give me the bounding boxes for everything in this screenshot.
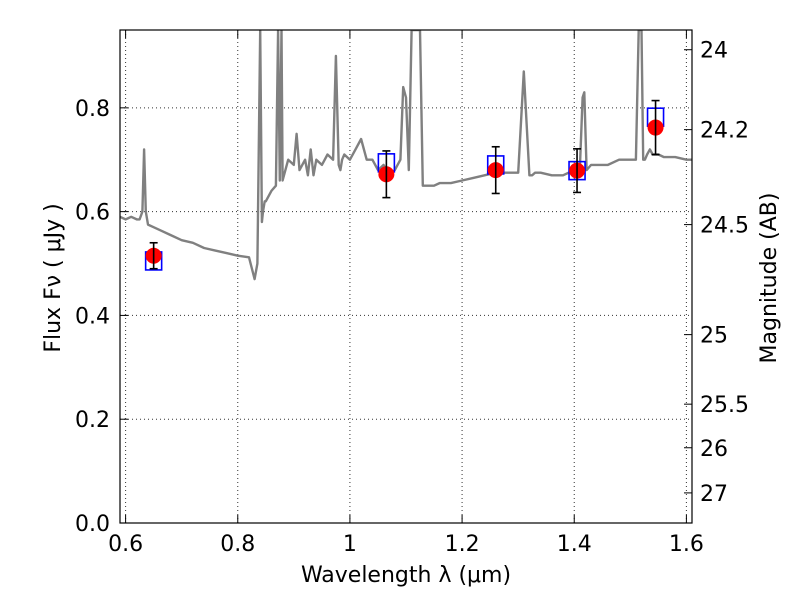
x-tick-label: 1.6 bbox=[669, 532, 704, 557]
y-tick-label: 0.6 bbox=[75, 201, 110, 226]
y2-tick-label: 24 bbox=[700, 39, 728, 64]
x-tick-label: 0.8 bbox=[220, 532, 255, 557]
x-axis-label: Wavelength λ (μm) bbox=[301, 563, 511, 588]
y2-tick-label: 27 bbox=[700, 482, 728, 507]
x-tick-label: 1.2 bbox=[445, 532, 480, 557]
y2-tick-label: 25.5 bbox=[700, 393, 749, 418]
y2-tick-label: 24.2 bbox=[700, 119, 749, 144]
line-layer bbox=[120, 30, 692, 281]
x-tick-label: 1.4 bbox=[557, 532, 592, 557]
x-tick-label: 0.6 bbox=[108, 532, 143, 557]
plot-area bbox=[120, 30, 692, 281]
y2-tick-label: 25 bbox=[700, 324, 728, 349]
y-tick-label: 0.4 bbox=[75, 304, 110, 329]
ticks-layer: 0.6 0.8 1 1.2 1.4 1.6 0.0 0.2 0.4 0.6 0.8 24 24.2 24.… bbox=[75, 30, 749, 557]
y2-tick-label: 26 bbox=[700, 437, 728, 462]
x-tick-label: 1 bbox=[343, 532, 357, 557]
y-tick-label: 0.8 bbox=[75, 97, 110, 122]
y-axis-label: Flux Fν ( μJy ) bbox=[41, 203, 66, 352]
axes-layer bbox=[119, 29, 693, 524]
plot-frame bbox=[119, 29, 693, 524]
y2-axis-label: Magnitude (AB) bbox=[757, 193, 782, 364]
points-layer bbox=[144, 99, 665, 271]
spectrum-line bbox=[120, 30, 692, 281]
y2-tick-label: 24.5 bbox=[700, 214, 749, 239]
y-tick-label: 0.0 bbox=[75, 512, 110, 537]
y-tick-label: 0.2 bbox=[75, 408, 110, 433]
